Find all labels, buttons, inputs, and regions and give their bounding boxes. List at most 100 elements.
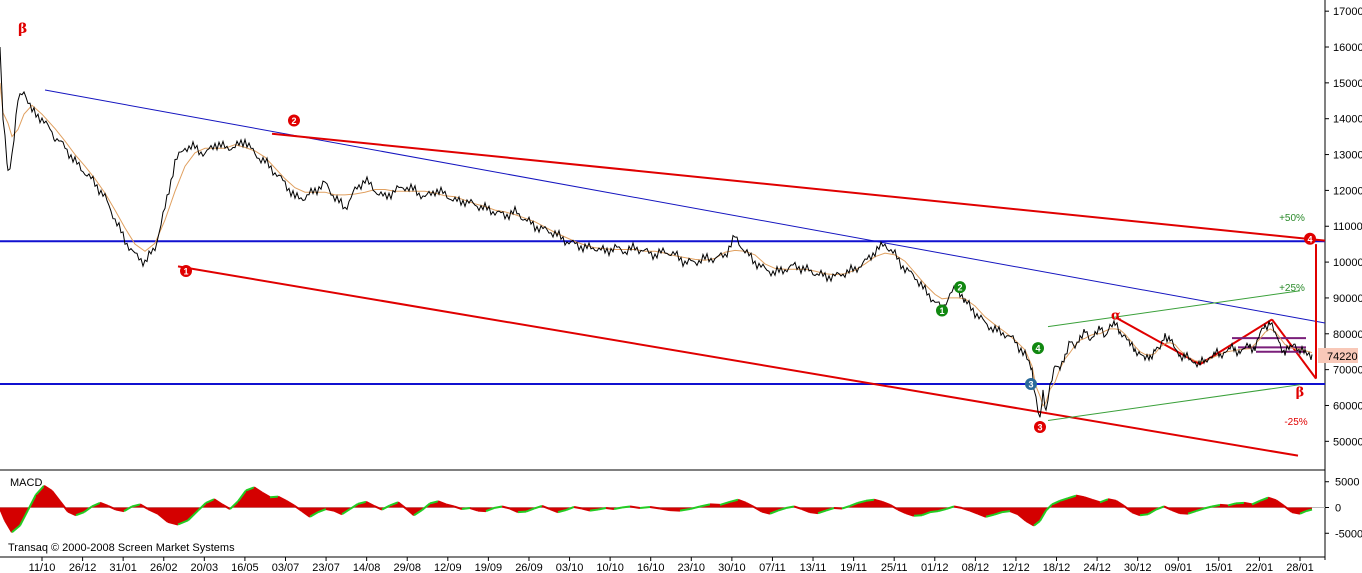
macd-signal-edge — [525, 507, 535, 513]
macd-signal-edge — [421, 502, 431, 511]
macd-signal-edge — [59, 500, 69, 513]
macd-signal-edge — [437, 500, 447, 506]
date-tick-label: 15/01 — [1205, 562, 1233, 573]
macd-signal-edge — [689, 505, 701, 511]
macd-bar — [1018, 507, 1026, 521]
macd-signal-edge — [549, 508, 559, 514]
macd-signal-edge — [67, 510, 77, 517]
macd-signal-edge — [1243, 501, 1253, 506]
macd-signal-edge — [785, 505, 795, 509]
credit-text: Transaq © 2000-2008 Screen Market System… — [8, 542, 235, 554]
macd-tick-label: 0 — [1335, 503, 1341, 515]
chart-frame — [0, 0, 1326, 560]
macd-signal-edge — [177, 519, 189, 526]
macd-bar — [1132, 507, 1140, 516]
macd-signal-edge — [1291, 511, 1301, 515]
macd-signal-edge — [1025, 520, 1035, 527]
date-tick-label: 24/12 — [1083, 562, 1111, 573]
date-tick-label: 08/12 — [962, 562, 990, 573]
macd-signal-edge — [729, 498, 739, 503]
macd-signal-edge — [187, 509, 199, 522]
wave-marker — [936, 304, 948, 317]
macd-signal-edge — [269, 495, 279, 499]
date-tick-label: 12/09 — [434, 562, 462, 573]
macd-signal-edge — [533, 505, 543, 510]
price-tick-label: 110000 — [1333, 221, 1362, 233]
date-tick-label: 03/10 — [556, 562, 584, 573]
macd-signal-edge — [83, 505, 93, 513]
macd-bar — [206, 499, 214, 508]
macd-signal-edge — [833, 507, 843, 510]
macd-signal-edge — [581, 507, 591, 512]
price-tick-label: 150000 — [1333, 78, 1362, 90]
macd-signal-edge — [1259, 496, 1269, 502]
macd-signal-edge — [953, 505, 963, 509]
macd-signal-edge — [817, 509, 827, 515]
macd-signal-edge — [1187, 510, 1197, 515]
macd-signal-edge — [945, 505, 955, 510]
macd-signal-edge — [237, 489, 247, 502]
macd-signal-edge — [35, 485, 45, 496]
macd-signal-edge — [921, 511, 931, 517]
macd-signal-edge — [325, 508, 335, 512]
date-tick-label: 14/08 — [353, 562, 381, 573]
macd-signal-edge — [389, 501, 399, 507]
macd-signal-edge — [793, 505, 803, 510]
last-price-tag: 74220 — [1318, 348, 1358, 363]
macd-signal-edge — [985, 513, 995, 518]
price-tick-label: 120000 — [1333, 185, 1362, 197]
price-tick-label: 170000 — [1333, 6, 1362, 18]
percent-label: +50% — [1279, 213, 1305, 224]
macd-bar — [1100, 499, 1108, 508]
trendline — [1115, 316, 1201, 366]
macd-bar — [994, 507, 1002, 515]
macd-signal-edge — [197, 502, 207, 512]
macd-signal-edge — [557, 509, 567, 514]
macd-signal-edge — [801, 508, 811, 514]
percent-label: +25% — [1279, 283, 1305, 294]
macd-signal-edge — [849, 501, 859, 507]
macd-bar — [36, 485, 44, 508]
macd-bar — [278, 496, 286, 508]
price-tick-label: 80000 — [1333, 329, 1362, 341]
macd-signal-edge — [937, 508, 947, 513]
macd-signal-edge — [285, 499, 295, 507]
macd-signal-edge — [1139, 513, 1149, 517]
macd-signal-edge — [1251, 499, 1261, 506]
macd-signal-edge — [777, 507, 787, 512]
macd-signal-edge — [1123, 505, 1133, 513]
svg-text:74220: 74220 — [1327, 351, 1358, 363]
macd-signal-edge — [157, 512, 169, 523]
macd-bar — [738, 499, 746, 508]
price-series-line — [0, 46, 1313, 418]
macd-label: MACD — [10, 477, 42, 489]
macd-signal-edge — [1171, 509, 1181, 515]
macd-bar — [1076, 495, 1084, 508]
macd-signal-edge — [293, 504, 303, 512]
trendline — [44, 89, 1326, 324]
macd-signal-edge — [453, 505, 463, 510]
macd-signal-edge — [91, 501, 101, 508]
macd-bar — [44, 485, 52, 508]
macd-signal-edge — [461, 507, 471, 511]
macd-signal-edge — [485, 507, 495, 513]
date-tick-label: 26/12 — [69, 562, 97, 573]
macd-signal-edge — [573, 506, 583, 510]
macd-signal-edge — [1195, 507, 1205, 513]
trendlines — [0, 89, 1326, 457]
macd-signal-edge — [669, 509, 681, 512]
macd-signal-edge — [373, 505, 383, 511]
macd-signal-edge — [413, 509, 423, 517]
macd-signal-edge — [1203, 505, 1213, 510]
date-tick-label: 11/10 — [29, 562, 56, 573]
macd-signal-edge — [99, 501, 109, 507]
macd-signal-edge — [333, 509, 343, 516]
macd-bar — [158, 507, 168, 522]
date-tick-label: 29/08 — [393, 562, 421, 573]
macd-signal-edge — [1283, 505, 1293, 513]
wave-marker — [1034, 420, 1046, 433]
date-tick-label: 25/11 — [881, 562, 908, 573]
price-tick-label: 90000 — [1333, 293, 1362, 305]
wave-marker-label: 4 — [1307, 234, 1312, 244]
